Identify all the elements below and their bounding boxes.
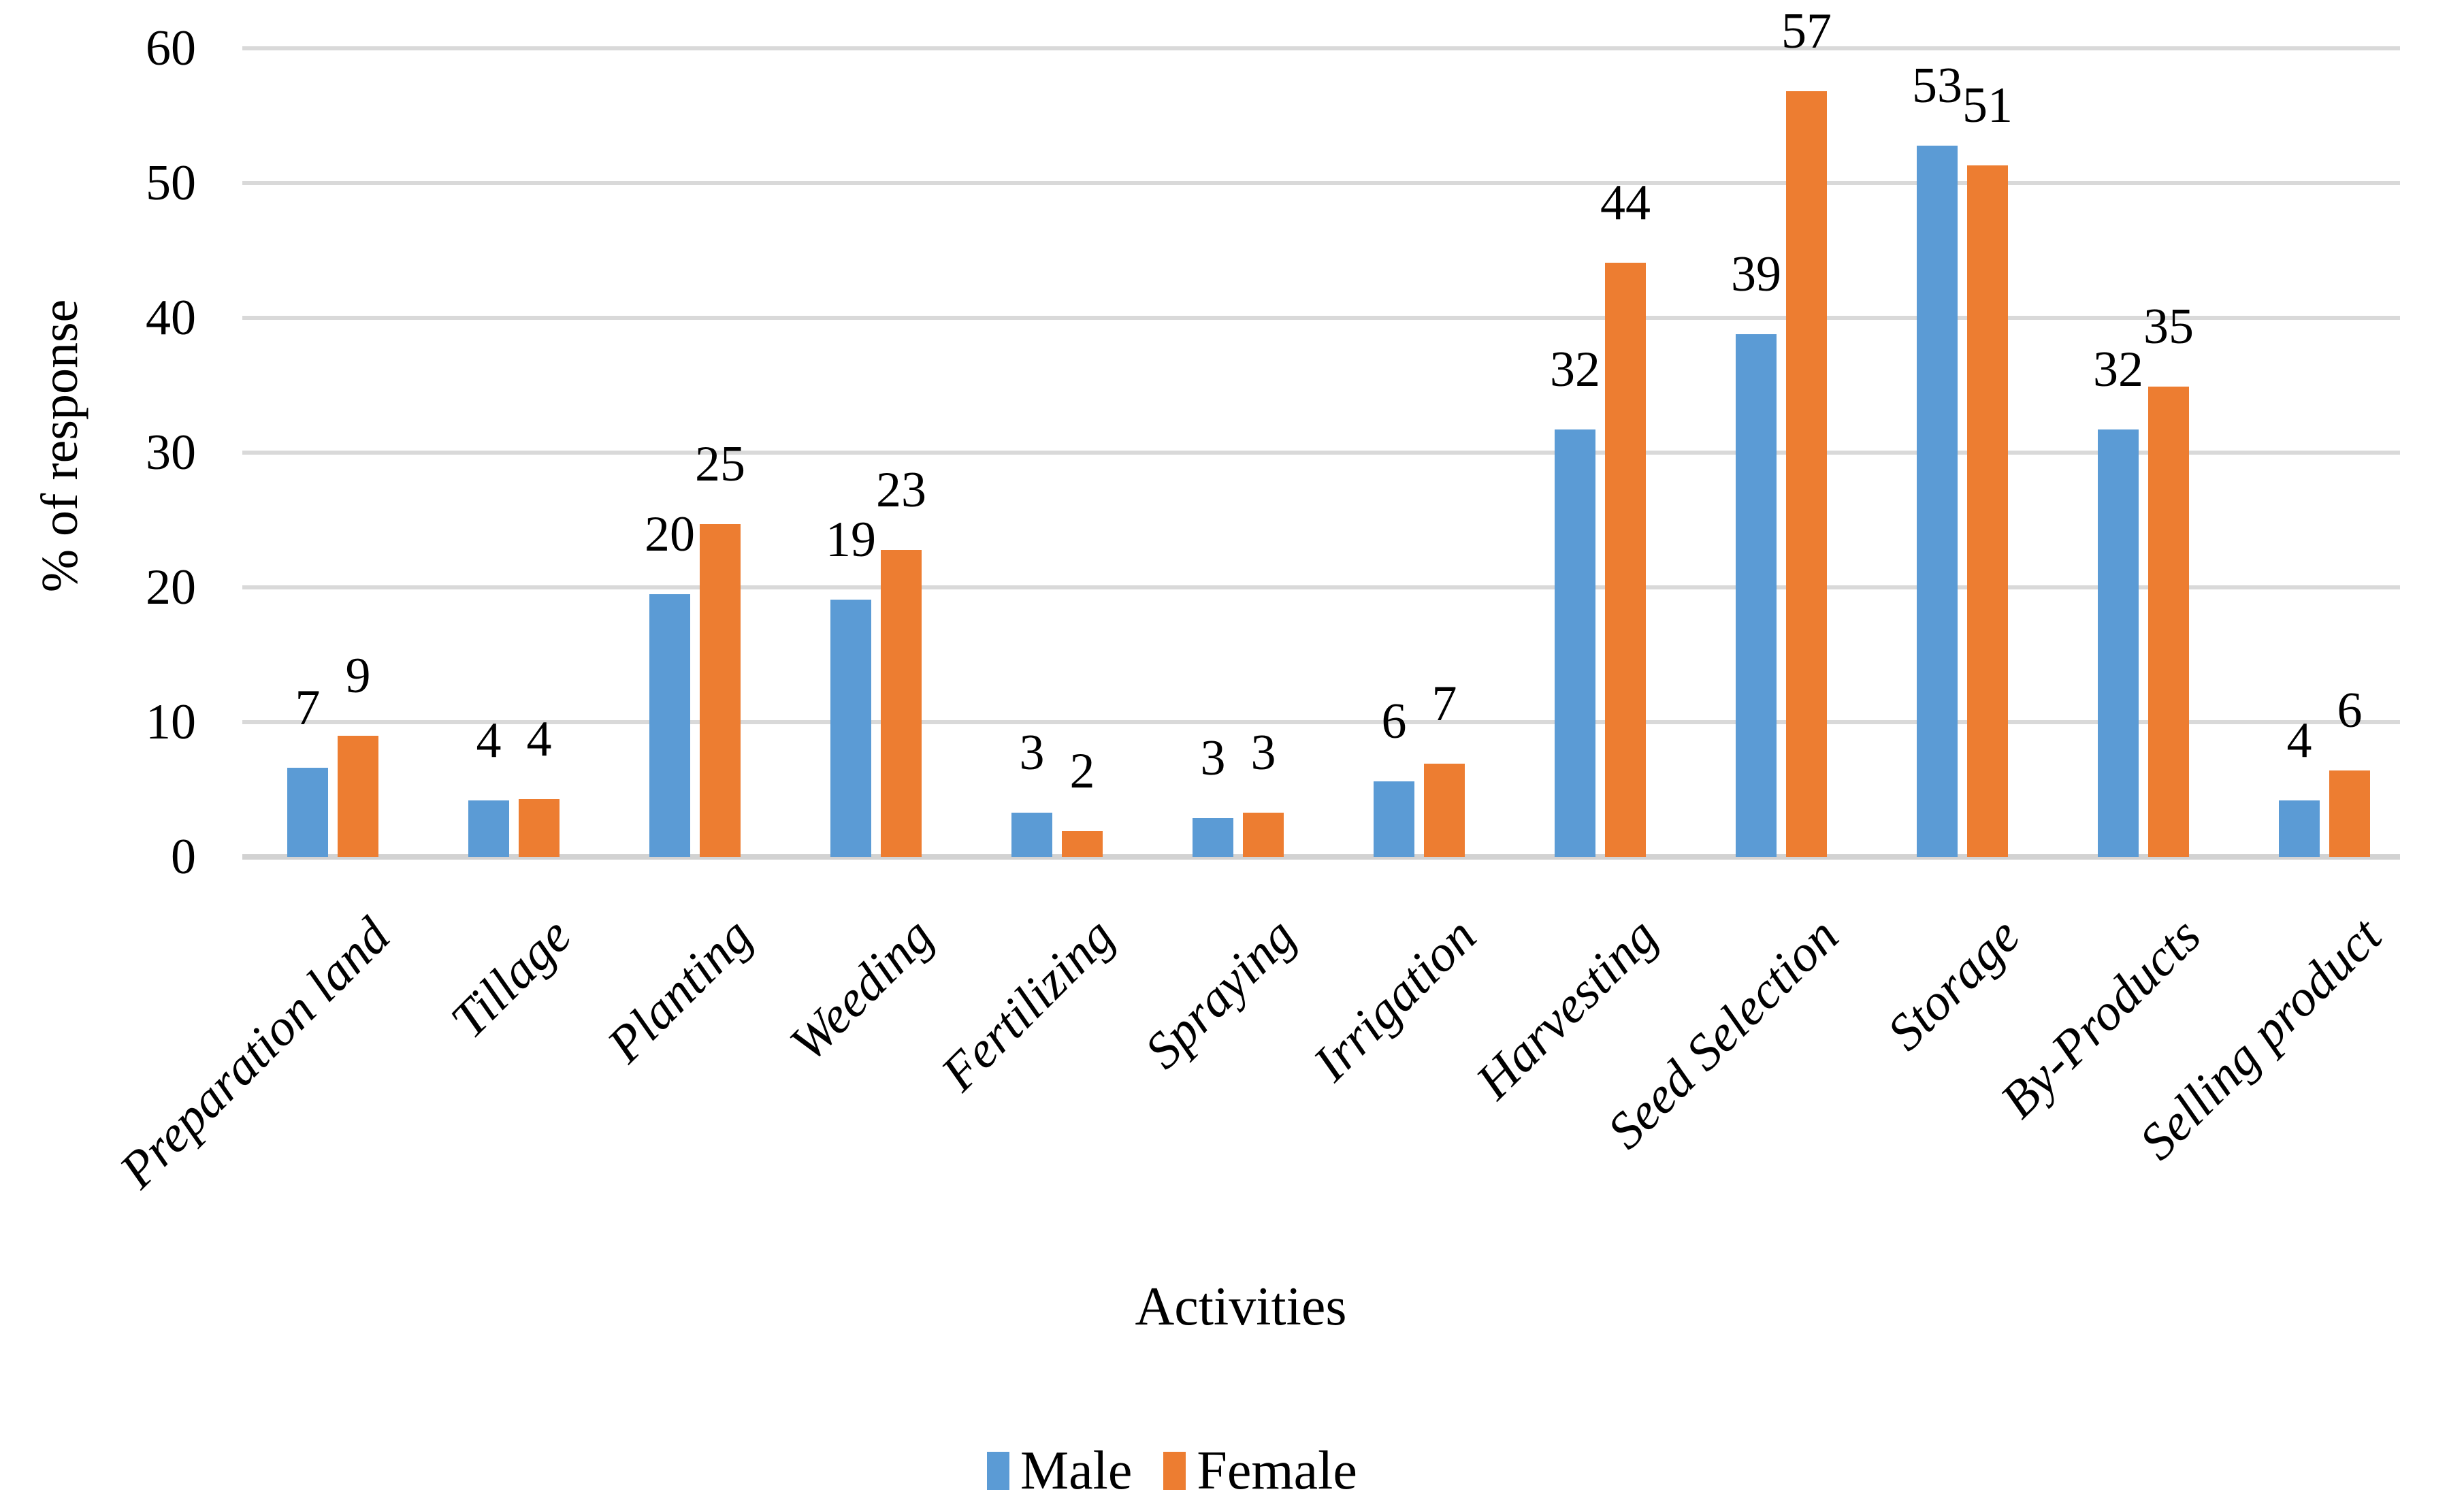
y-tick-label-40: 40 (146, 290, 196, 346)
bar-female-6 (1424, 764, 1465, 857)
x-category-label-2: Planting (596, 907, 763, 1074)
bar-female-5 (1243, 813, 1284, 857)
x-category-label-3: Weeding (779, 907, 944, 1073)
bar-value-label-female-9: 51 (1962, 78, 2013, 133)
gridline-30 (242, 451, 2400, 455)
bar-value-label-female-4: 2 (1069, 743, 1095, 799)
bar-female-10 (2148, 387, 2189, 857)
y-tick-label-60: 60 (146, 20, 196, 76)
bar-value-label-female-0: 9 (345, 648, 371, 704)
bar-value-label-female-1: 4 (526, 711, 552, 767)
bar-male-7 (1555, 429, 1595, 857)
x-axis-title: Activities (1135, 1277, 1347, 1337)
bar-value-label-male-2: 20 (645, 506, 695, 562)
x-category-label-6: Irrigation (1302, 907, 1487, 1092)
legend-item-female: Female (1163, 1443, 1357, 1499)
bar-female-4 (1062, 831, 1103, 857)
bar-male-0 (287, 768, 328, 857)
gridline-50 (242, 181, 2400, 185)
gridline-10 (242, 720, 2400, 724)
bar-value-label-male-11: 4 (2286, 713, 2312, 768)
bar-value-label-female-5: 3 (1250, 725, 1276, 781)
y-tick-label-10: 10 (146, 694, 196, 750)
y-tick-label-30: 30 (146, 425, 196, 481)
bar-value-label-female-6: 7 (1431, 676, 1457, 732)
bar-female-2 (700, 524, 741, 857)
bar-value-label-male-10: 32 (2093, 342, 2143, 397)
x-category-label-0: Preparation land (108, 907, 401, 1199)
bar-value-label-male-7: 32 (1550, 342, 1600, 397)
bar-female-3 (881, 550, 922, 857)
bar-value-label-male-3: 19 (826, 512, 876, 568)
y-tick-label-20: 20 (146, 559, 196, 615)
bar-value-label-male-9: 53 (1912, 58, 1962, 114)
legend-item-male: Male (987, 1443, 1132, 1499)
legend-swatch-female (1163, 1452, 1186, 1490)
x-category-label-4: Fertilizing (930, 907, 1125, 1102)
bar-female-7 (1605, 263, 1646, 857)
bar-male-9 (1917, 146, 1958, 857)
bar-male-8 (1736, 334, 1777, 857)
x-category-label-1: Tillage (440, 907, 582, 1050)
bar-male-3 (830, 600, 871, 857)
bar-male-4 (1011, 813, 1052, 857)
bar-value-label-female-11: 6 (2337, 683, 2363, 738)
bar-male-1 (468, 800, 509, 857)
x-category-label-9: Storage (1876, 907, 2030, 1062)
bar-value-label-male-1: 4 (476, 713, 502, 768)
bar-male-5 (1193, 818, 1233, 857)
gridline-40 (242, 316, 2400, 320)
y-tick-label-0: 0 (171, 829, 196, 885)
bar-male-10 (2098, 429, 2139, 857)
x-category-label-5: Spraying (1133, 907, 1306, 1080)
bar-female-8 (1786, 91, 1827, 857)
bar-female-9 (1967, 165, 2008, 857)
bar-value-label-male-6: 6 (1381, 694, 1407, 749)
x-axis-baseline (242, 854, 2400, 860)
bar-female-11 (2329, 770, 2370, 857)
gridline-20 (242, 585, 2400, 589)
bar-value-label-male-0: 7 (295, 680, 321, 736)
gridline-60 (242, 46, 2400, 50)
bar-value-label-male-5: 3 (1200, 730, 1226, 786)
legend-label-female: Female (1197, 1441, 1357, 1501)
bar-value-label-female-8: 57 (1781, 3, 1832, 59)
bar-value-label-female-3: 23 (876, 462, 926, 518)
y-tick-label-50: 50 (146, 155, 196, 211)
bar-value-label-male-8: 39 (1731, 246, 1781, 302)
bar-value-label-female-10: 35 (2143, 299, 2194, 355)
bar-male-6 (1374, 781, 1414, 857)
bar-value-label-male-4: 3 (1019, 725, 1045, 781)
y-axis-title: % of response (31, 299, 88, 593)
bar-male-11 (2279, 800, 2320, 857)
bar-female-0 (338, 736, 378, 857)
bar-value-label-female-2: 25 (695, 436, 745, 492)
bar-male-2 (649, 594, 690, 857)
bar-female-1 (519, 799, 560, 857)
legend-label-male: Male (1020, 1441, 1133, 1501)
bar-value-label-female-7: 44 (1600, 175, 1651, 231)
legend-swatch-male (987, 1452, 1009, 1490)
legend: Male Female (987, 1443, 1357, 1499)
